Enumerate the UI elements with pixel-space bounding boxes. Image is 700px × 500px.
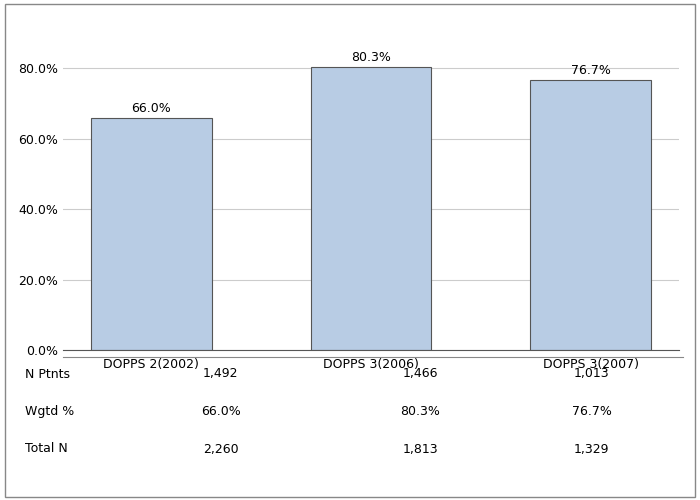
Text: 66.0%: 66.0% [132, 102, 172, 114]
Bar [91, 118, 212, 350]
Text: Total N: Total N [25, 442, 67, 456]
Text: 66.0%: 66.0% [201, 405, 240, 418]
Text: 1,329: 1,329 [574, 442, 609, 456]
Text: 1,013: 1,013 [574, 368, 609, 380]
Text: 2,260: 2,260 [203, 442, 238, 456]
Text: 76.7%: 76.7% [572, 405, 611, 418]
Text: Wgtd %: Wgtd % [25, 405, 74, 418]
Text: 1,492: 1,492 [203, 368, 238, 380]
Text: 80.3%: 80.3% [351, 52, 391, 64]
Text: 76.7%: 76.7% [570, 64, 610, 77]
Text: N Ptnts: N Ptnts [25, 368, 69, 380]
Text: 1,813: 1,813 [402, 442, 438, 456]
Text: 1,466: 1,466 [402, 368, 438, 380]
Bar [311, 67, 431, 350]
Text: 80.3%: 80.3% [400, 405, 440, 418]
Bar [530, 80, 651, 350]
